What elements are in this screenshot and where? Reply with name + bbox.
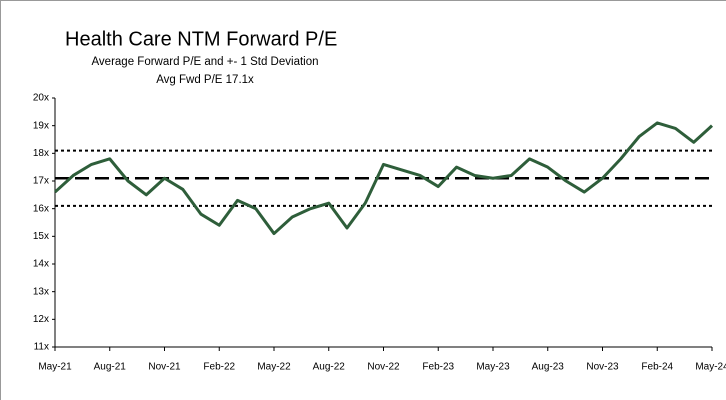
- x-tick-label: Nov-21: [148, 362, 181, 373]
- y-tick-label: 17x: [33, 176, 49, 187]
- x-tick-label: May-21: [38, 362, 72, 373]
- y-tick-label: 18x: [33, 148, 49, 159]
- x-tick-label: Aug-23: [532, 362, 565, 373]
- y-tick-label: 16x: [33, 203, 49, 214]
- y-tick-label: 20x: [33, 93, 49, 104]
- x-tick-label: Feb-22: [203, 362, 235, 373]
- y-tick-label: 19x: [33, 120, 49, 131]
- x-tick-label: Feb-24: [641, 362, 673, 373]
- chart-title: Health Care NTM Forward P/E: [65, 28, 337, 50]
- y-tick-label: 13x: [33, 286, 49, 297]
- y-tick-label: 15x: [33, 231, 49, 242]
- x-tick-label: May-24: [695, 362, 726, 373]
- x-tick-label: Nov-23: [586, 362, 619, 373]
- annotation: Avg Fwd P/E 17.1x: [156, 74, 254, 86]
- data-line: [53, 121, 714, 236]
- x-tick-label: Nov-22: [367, 362, 400, 373]
- x-tick-label: Aug-21: [94, 362, 127, 373]
- x-tick-label: May-23: [476, 362, 510, 373]
- y-tick-label: 12x: [33, 314, 49, 325]
- y-tick-label: 14x: [33, 259, 49, 270]
- x-tick-label: Aug-22: [313, 362, 346, 373]
- x-tick-label: Feb-23: [422, 362, 454, 373]
- chart-subtitle: Average Forward P/E and +- 1 Std Deviati…: [91, 56, 318, 68]
- x-tick-label: May-22: [257, 362, 291, 373]
- y-tick-label: 11x: [34, 342, 49, 353]
